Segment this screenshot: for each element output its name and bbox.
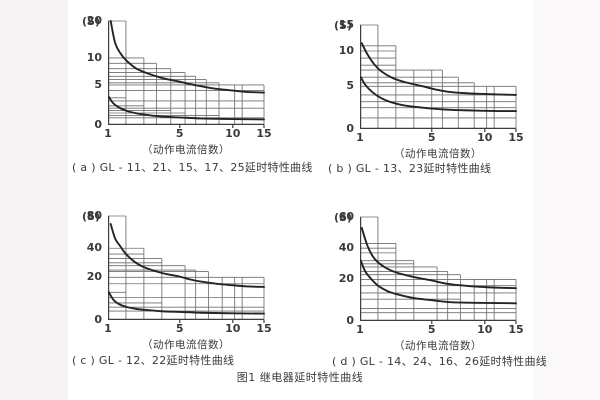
chart-c: (S) 0 20 40 80 1 5 10 15 （动作电流倍数） bbox=[78, 204, 278, 354]
upper-limit-curve bbox=[360, 226, 517, 290]
x-tick-label: 1 bbox=[356, 131, 364, 144]
x-axis-ticks: 1 5 10 15 bbox=[356, 131, 523, 145]
x-axis-label: （动作电流倍数） bbox=[142, 144, 230, 156]
x-axis-ticks: 1 5 10 15 bbox=[356, 323, 523, 337]
y-tick-label: 0 bbox=[94, 118, 102, 131]
figure-caption: 图1 继电器延时特性曲线 bbox=[236, 371, 364, 384]
x-axis-label: （动作电流倍数） bbox=[142, 339, 230, 351]
x-tick-label: 5 bbox=[175, 322, 184, 335]
y-tick-label: 5 bbox=[346, 79, 354, 93]
x-tick-label: 10 bbox=[225, 322, 241, 335]
y-tick-label: 40 bbox=[86, 241, 102, 255]
x-tick-label: 10 bbox=[477, 323, 493, 336]
x-tick-label: 5 bbox=[427, 323, 436, 336]
chart-a-caption: ( a ) GL - 11、21、15、17、25延时特性曲线 bbox=[72, 161, 313, 174]
y-tick-label: 80 bbox=[86, 209, 102, 222]
chart-d-caption: ( d ) GL - 14、24、16、26延时特性曲线 bbox=[332, 355, 548, 368]
y-axis-ticks: 0 20 40 80 bbox=[78, 210, 104, 326]
y-tick-label: 0 bbox=[346, 314, 354, 327]
lower-limit-curve bbox=[359, 259, 517, 305]
plot-area bbox=[359, 24, 517, 132]
plot-area bbox=[359, 216, 517, 324]
page-margin-right bbox=[533, 0, 600, 400]
y-tick-label: 20 bbox=[86, 270, 102, 284]
upper-limit-curve bbox=[109, 20, 265, 94]
x-axis-label: （动作电流倍数） bbox=[394, 148, 482, 160]
x-tick-label: 15 bbox=[256, 322, 272, 335]
chart-b-caption: ( b ) GL - 13、23延时特性曲线 bbox=[328, 162, 492, 175]
chart-a: (S) 0 5 10 20 1 5 10 15 （动作电流倍数） bbox=[78, 9, 278, 159]
x-tick-label: 15 bbox=[508, 131, 524, 144]
x-tick-label: 10 bbox=[225, 127, 241, 140]
x-tick-label: 1 bbox=[104, 127, 112, 140]
chart-c-caption: ( c ) GL - 12、22延时特性曲线 bbox=[72, 354, 235, 367]
y-axis-ticks: 0 5 10 15 bbox=[330, 19, 356, 135]
y-tick-label: 5 bbox=[94, 77, 102, 91]
y-tick-label: 10 bbox=[86, 50, 102, 64]
lower-limit-curve bbox=[359, 76, 517, 113]
x-tick-label: 5 bbox=[175, 127, 184, 140]
y-tick-label: 60 bbox=[338, 210, 354, 223]
y-axis-unit: (S) bbox=[334, 19, 352, 32]
plot-area bbox=[107, 215, 265, 323]
x-tick-label: 15 bbox=[508, 323, 524, 336]
lower-limit-curve bbox=[107, 291, 265, 315]
chart-d: (S) 0 20 40 60 1 5 10 15 （动作电流倍数） bbox=[330, 205, 530, 355]
y-axis-unit: (S) bbox=[82, 15, 100, 28]
y-tick-label: 40 bbox=[338, 241, 354, 255]
x-axis-ticks: 1 5 10 15 bbox=[104, 127, 271, 141]
y-tick-label: 10 bbox=[338, 44, 354, 57]
plot-area bbox=[107, 20, 265, 128]
upper-limit-curve bbox=[360, 42, 517, 96]
y-axis-unit: (S) bbox=[82, 210, 100, 223]
y-tick-label: 0 bbox=[94, 313, 102, 326]
lower-limit-curve bbox=[107, 96, 265, 121]
y-tick-label: 20 bbox=[338, 272, 354, 286]
y-tick-label: 20 bbox=[86, 14, 102, 27]
upper-limit-curve bbox=[109, 223, 265, 288]
x-tick-label: 15 bbox=[256, 127, 272, 140]
y-tick-label: 0 bbox=[346, 122, 354, 135]
y-axis-ticks: 0 5 10 20 bbox=[78, 15, 104, 131]
y-axis-unit: (S) bbox=[334, 211, 352, 224]
y-axis-ticks: 0 20 40 60 bbox=[330, 211, 356, 327]
page-margin-left bbox=[0, 0, 68, 400]
y-tick-label: 15 bbox=[338, 18, 354, 31]
x-tick-label: 1 bbox=[104, 322, 112, 335]
x-tick-label: 10 bbox=[477, 131, 493, 144]
x-tick-label: 1 bbox=[356, 323, 364, 336]
x-tick-label: 5 bbox=[427, 131, 436, 144]
x-axis-ticks: 1 5 10 15 bbox=[104, 322, 271, 336]
chart-b: (S) 0 5 10 15 1 5 10 15 （动作电流倍数） bbox=[330, 13, 530, 163]
x-axis-label: （动作电流倍数） bbox=[394, 340, 482, 352]
